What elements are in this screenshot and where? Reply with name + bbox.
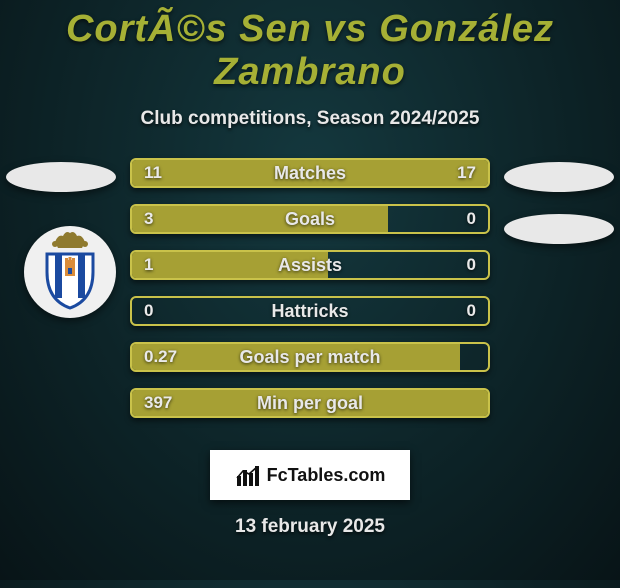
bar-segment-left <box>132 206 388 232</box>
club-crest <box>24 226 116 318</box>
page-title: CortÃ©s Sen vs González Zambrano <box>0 8 620 94</box>
stat-bars: Matches1117 Goals30 Assists10 Hattricks00 Go… <box>130 158 490 434</box>
bar-segment-left <box>132 160 271 186</box>
chart-icon <box>235 462 261 488</box>
page-subtitle: Club competitions, Season 2024/2025 <box>0 108 620 130</box>
player-right-placeholder-2 <box>504 214 614 244</box>
bar-segment-gap <box>388 206 488 232</box>
stat-bar-min-per-goal: Min per goal397 <box>130 388 490 418</box>
bar-segment-left <box>132 390 488 416</box>
stat-bar-goals: Goals30 <box>130 204 490 234</box>
source-logo: FcTables.com <box>210 450 410 500</box>
bar-segment-gap <box>132 298 488 324</box>
player-right-placeholder <box>504 162 614 192</box>
stat-bar-matches: Matches1117 <box>130 158 490 188</box>
player-left-placeholder <box>6 162 116 192</box>
bar-segment-left <box>132 344 460 370</box>
crest-icon <box>35 232 105 312</box>
bar-segment-left <box>132 252 328 278</box>
stat-bar-assists: Assists10 <box>130 250 490 280</box>
stat-bar-hattricks: Hattricks00 <box>130 296 490 326</box>
source-logo-text: FcTables.com <box>267 465 386 486</box>
bar-segment-gap <box>460 344 488 370</box>
snapshot-date: 13 february 2025 <box>0 516 620 538</box>
bar-segment-right <box>271 160 488 186</box>
stat-bar-goals-per-match: Goals per match0.27 <box>130 342 490 372</box>
bar-segment-gap <box>328 252 488 278</box>
comparison-stage: Matches1117 Goals30 Assists10 Hattricks00 Go… <box>0 158 620 438</box>
